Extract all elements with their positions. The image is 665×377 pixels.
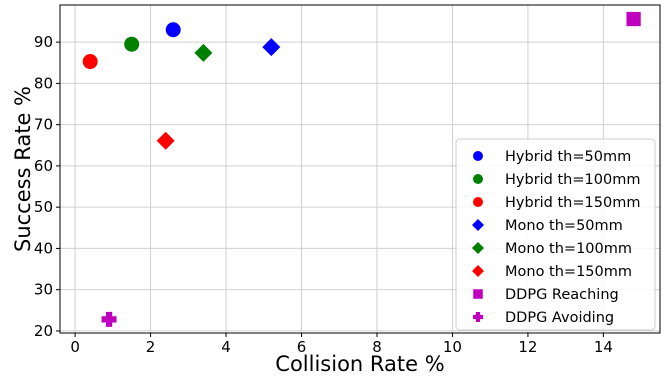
legend-marker [473,151,483,161]
legend-marker [473,174,483,184]
x-tick-label: 12 [518,338,537,356]
y-tick-label: 30 [34,281,53,299]
data-point [194,43,213,62]
x-tick-label: 14 [594,338,613,356]
x-tick-label: 4 [221,338,231,356]
x-tick-label: 0 [70,338,80,356]
legend-label: Hybrid th=100mm [505,172,640,188]
y-tick-label: 50 [34,198,53,216]
y-tick-label: 60 [34,157,53,175]
data-point [101,311,117,327]
y-axis-label: Success Rate % [11,86,35,252]
axis-ticks: 0 2 4 6 8 10 12 14 20 30 40 50 60 70 80 90 [34,33,613,356]
plot-frame [59,4,661,334]
legend-label: Hybrid th=150mm [505,195,640,211]
y-tick-label: 20 [34,322,53,340]
legend-label: Hybrid th=50mm [505,149,631,165]
x-tick-label: 2 [146,338,156,356]
legend-box [455,138,656,331]
data-point [165,22,181,38]
data-point [626,11,641,27]
x-tick-label: 8 [372,338,382,356]
y-tick-label: 80 [34,74,53,92]
data-point [82,54,98,70]
legend-marker [473,312,483,322]
data-point [156,131,175,150]
y-tick-label: 90 [34,33,53,51]
legend-marker [473,289,483,299]
data-point [124,36,140,52]
legend-marker [472,242,484,254]
legend: Hybrid th=50mm Hybrid th=100mm Hybrid th=1… [455,138,656,331]
legend-label: Mono th=150mm [505,264,632,280]
data-point [262,38,281,57]
legend-marker [472,265,484,277]
data-points [82,11,641,327]
legend-marker [472,219,484,231]
y-tick-label: 40 [34,239,53,257]
x-tick-label: 6 [297,338,307,356]
legend-label: Mono th=50mm [505,218,623,234]
x-axis-label: Collision Rate % [275,352,444,376]
legend-label: DDPG Reaching [505,287,619,303]
legend-label: Mono th=100mm [505,241,632,257]
x-tick-label: 10 [443,338,462,356]
legend-label: DDPG Avoiding [505,310,614,326]
legend-marker [473,197,483,207]
y-tick-label: 70 [34,116,53,134]
